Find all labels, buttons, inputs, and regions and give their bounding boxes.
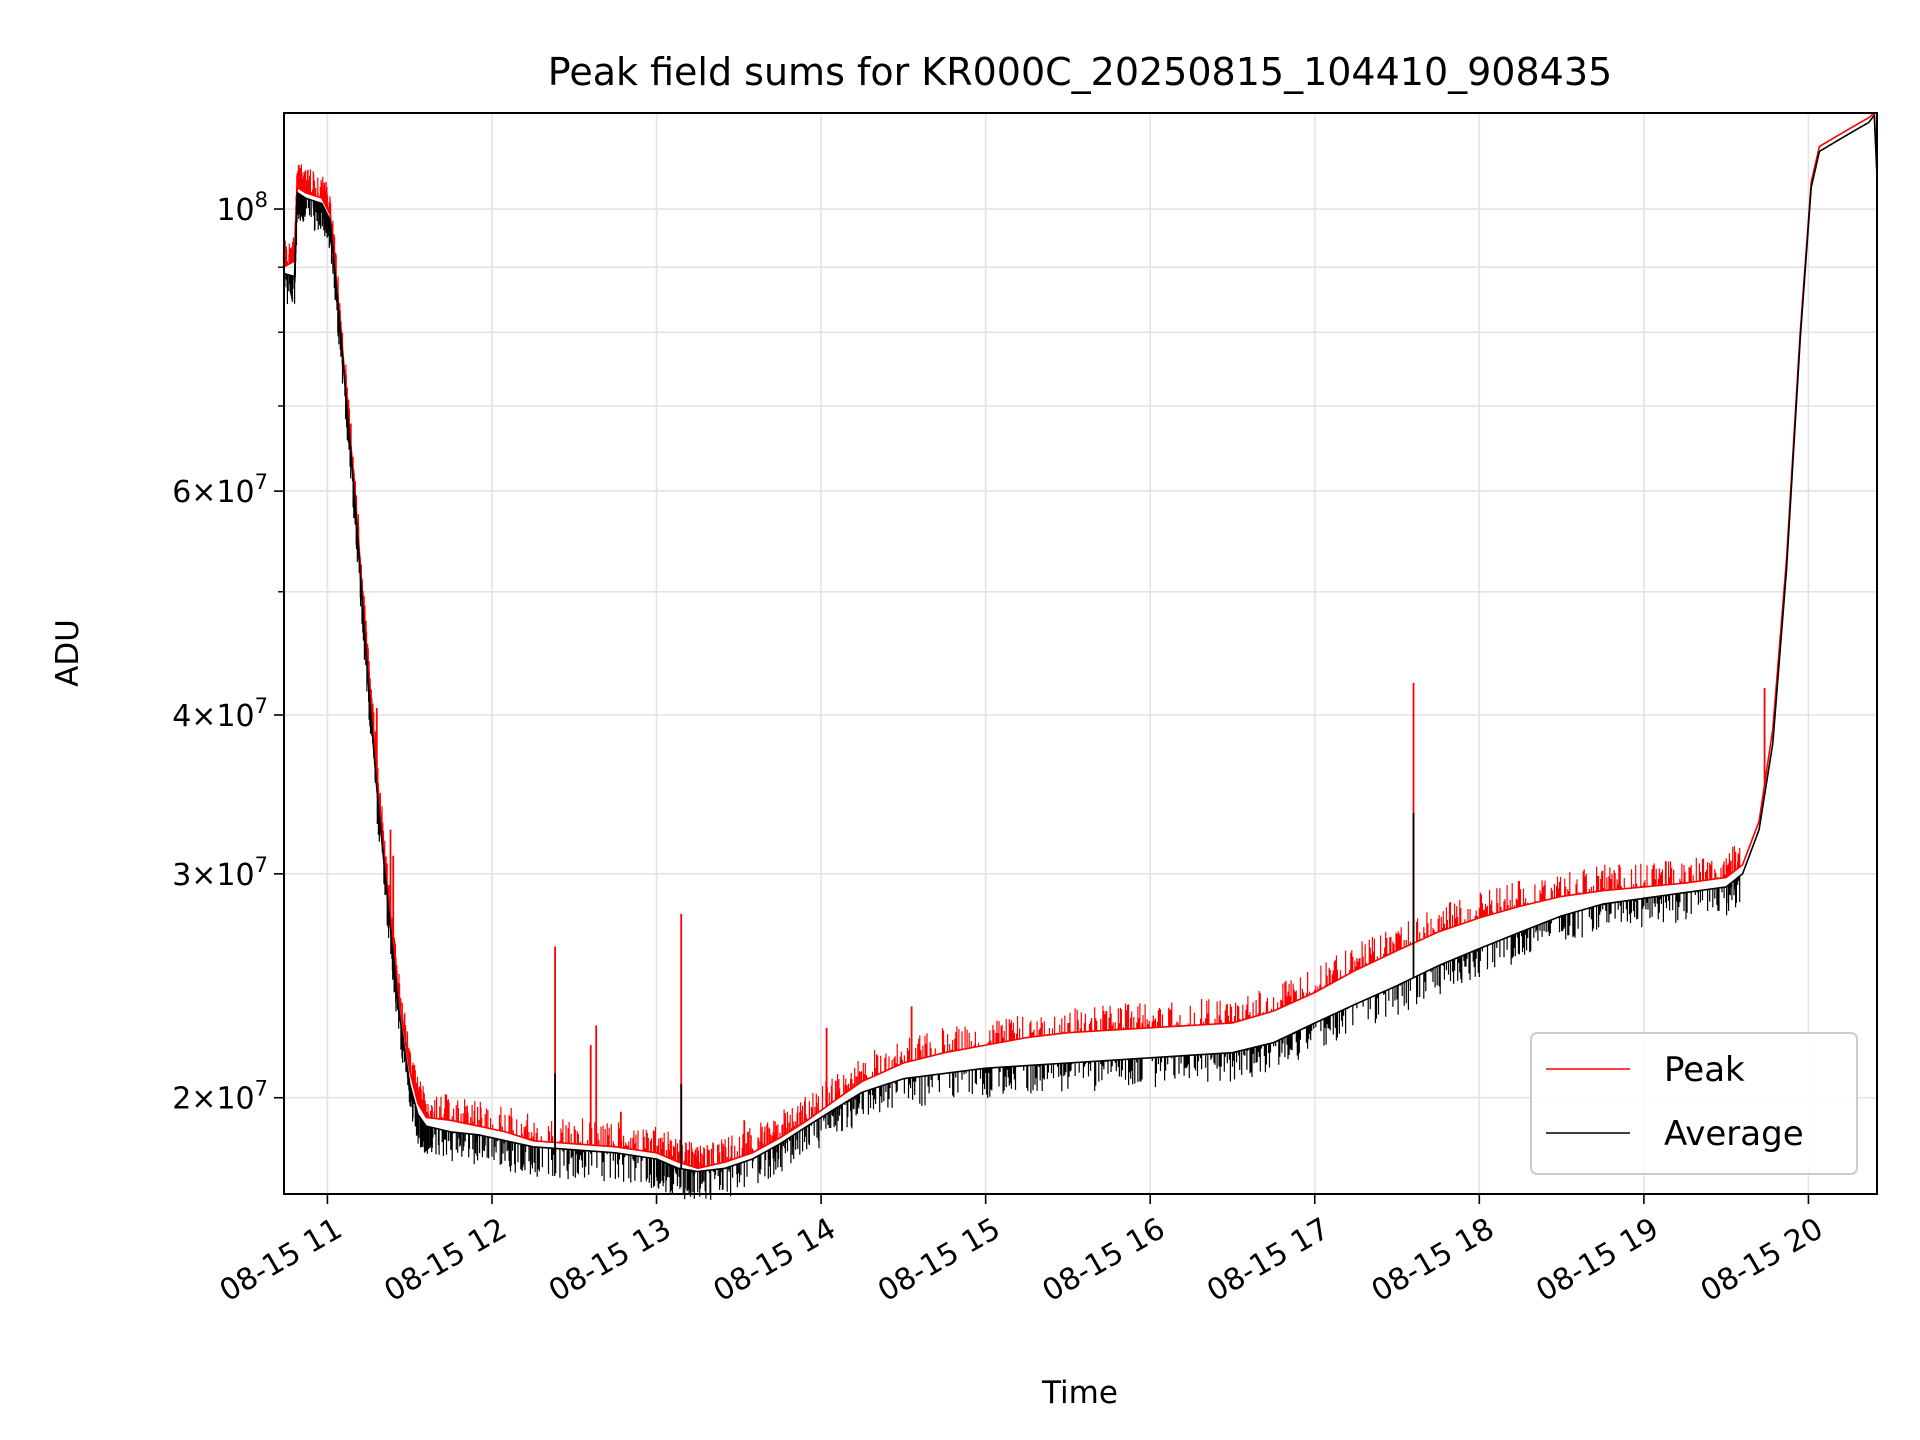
- y-tick-label: 3×107: [172, 853, 268, 893]
- y-tick-label: 4×107: [172, 694, 268, 734]
- y-tick-label: 2×107: [172, 1077, 268, 1117]
- series-layer: [282, 112, 1878, 1200]
- plot-frame: [283, 112, 1878, 1195]
- y-tick-label-base: 2×10: [172, 1082, 254, 1117]
- legend: Peak Average: [1530, 1032, 1858, 1175]
- legend-label-peak: Peak: [1664, 1050, 1745, 1090]
- y-tick-label-exponent: 7: [255, 1077, 268, 1101]
- y-tick-label-base: 6×10: [172, 475, 254, 510]
- y-tick-label-exponent: 7: [255, 470, 268, 494]
- y-tick-label: 108: [216, 188, 268, 228]
- y-tick-label-exponent: 7: [255, 694, 268, 718]
- series-line-average: [283, 114, 1878, 1173]
- chart-title: Peak field sums for KR000C_20250815_1044…: [548, 50, 1612, 94]
- y-tick-label-base: 4×10: [172, 699, 254, 734]
- legend-label-average: Average: [1664, 1114, 1804, 1154]
- y-tick-label-base: 3×10: [172, 858, 254, 893]
- y-tick-label-base: 10: [216, 193, 254, 228]
- y-tick-label: 6×107: [172, 470, 268, 510]
- x-axis-title: Time: [1041, 1375, 1118, 1411]
- y-axis-title: ADU: [50, 619, 86, 687]
- y-tick-label-exponent: 7: [255, 853, 268, 877]
- y-tick-label-exponent: 8: [255, 188, 268, 212]
